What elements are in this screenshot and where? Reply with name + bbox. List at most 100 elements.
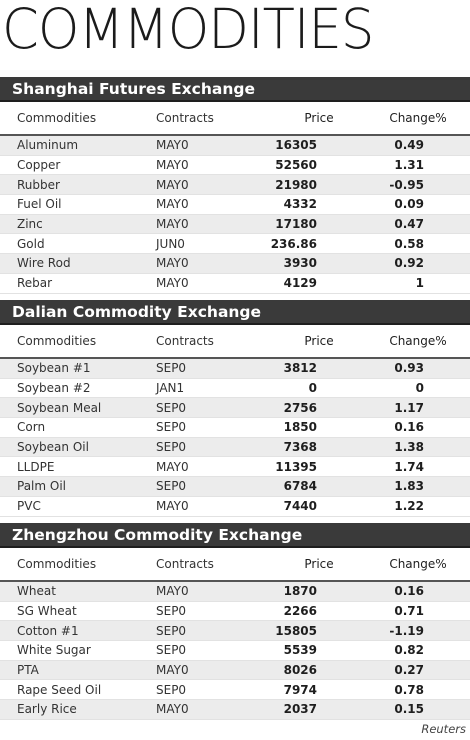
table-row: White Sugar SEP0 5539 0.82	[0, 641, 470, 661]
section-title: Shanghai Futures Exchange	[0, 77, 470, 102]
price-value: 2756	[283, 400, 317, 415]
contract-month: JAN1	[156, 381, 185, 396]
change-column-header: Change%	[389, 111, 447, 125]
commodity-name: Soybean Meal	[17, 400, 102, 415]
price-value: 6784	[283, 479, 317, 494]
table-row: LLDPE MAY0 11395 1.74	[0, 457, 470, 478]
table-row: Aluminum MAY0 16305 0.49	[0, 136, 470, 156]
change-percent: 0.16	[394, 584, 424, 599]
table-row: PVC MAY0 7440 1.22	[0, 497, 470, 517]
price-value: 16305	[275, 138, 317, 153]
commodity-name: Cotton #1	[17, 623, 79, 638]
contract-month: JUN0	[156, 236, 185, 251]
contract-month: MAY0	[156, 459, 189, 474]
commodity-name: SG Wheat	[17, 604, 77, 619]
table-row: PTA MAY0 8026 0.27	[0, 660, 470, 681]
change-percent: 0.16	[394, 420, 424, 435]
contract-column-header: Contracts	[156, 334, 214, 348]
contract-month: SEP0	[156, 643, 187, 658]
contract-month: SEP0	[156, 479, 187, 494]
price-value: 3812	[283, 361, 317, 376]
price-value: 2037	[283, 702, 317, 717]
price-value: 7368	[283, 440, 317, 455]
change-percent: 1.22	[394, 499, 424, 514]
commodity-name: Fuel Oil	[17, 197, 62, 212]
commodity-name: Zinc	[17, 217, 43, 232]
table-row: Zinc MAY0 17180 0.47	[0, 214, 470, 235]
commodity-name: Rubber	[17, 177, 60, 192]
commodity-name: Gold	[17, 236, 45, 251]
contract-month: MAY0	[156, 217, 189, 232]
commodity-name: Early Rice	[17, 702, 77, 717]
commodity-column-header: Commodities	[17, 334, 97, 348]
change-percent: 1.74	[394, 459, 424, 474]
table-row: Palm Oil SEP0 6784 1.83	[0, 477, 470, 497]
commodity-name: Palm Oil	[17, 479, 67, 494]
price-column-header: Price	[304, 334, 334, 348]
table-row: Wheat MAY0 1870 0.16	[0, 582, 470, 602]
table-row: Copper MAY0 52560 1.31	[0, 156, 470, 176]
commodity-name: Aluminum	[17, 138, 79, 153]
change-percent: 0.82	[394, 643, 424, 658]
table-row: Soybean #1 SEP0 3812 0.93	[0, 359, 470, 379]
commodity-name: Soybean #1	[17, 361, 91, 376]
change-percent: 1.31	[394, 158, 424, 173]
change-percent: 1	[415, 276, 424, 291]
contract-month: SEP0	[156, 400, 187, 415]
contract-month: MAY0	[156, 177, 189, 192]
table-row: Soybean Meal SEP0 2756 1.17	[0, 398, 470, 419]
table-row: Wire Rod MAY0 3930 0.92	[0, 254, 470, 274]
table-row: Cotton #1 SEP0 15805 -1.19	[0, 621, 470, 642]
change-percent: 1.38	[394, 440, 424, 455]
commodity-name: White Sugar	[17, 643, 91, 658]
column-header-row: Commodities Contracts Price Change%	[0, 102, 470, 136]
contract-month: SEP0	[156, 682, 187, 697]
commodity-name: Rape Seed Oil	[17, 682, 102, 697]
page-title: COMMODITIES	[2, 0, 374, 61]
commodity-name: Soybean Oil	[17, 440, 89, 455]
column-header-row: Commodities Contracts Price Change%	[0, 325, 470, 359]
price-value: 11395	[275, 459, 317, 474]
commodity-name: Rebar	[17, 276, 53, 291]
table-row: Corn SEP0 1850 0.16	[0, 418, 470, 438]
price-value: 236.86	[270, 236, 317, 251]
contract-month: SEP0	[156, 420, 187, 435]
commodity-name: LLDPE	[17, 459, 55, 474]
commodity-name: Wheat	[17, 584, 56, 599]
price-value: 0	[308, 381, 317, 396]
contract-month: MAY0	[156, 138, 189, 153]
commodity-name: Corn	[17, 420, 46, 435]
change-percent: 0.78	[394, 682, 424, 697]
price-column-header: Price	[304, 111, 334, 125]
price-value: 8026	[283, 663, 317, 678]
change-percent: 0.71	[394, 604, 424, 619]
commodity-name: PVC	[17, 499, 41, 514]
table-row: Early Rice MAY0 2037 0.15	[0, 700, 470, 720]
commodity-column-header: Commodities	[17, 557, 97, 571]
price-value: 4332	[283, 197, 317, 212]
commodity-name: Wire Rod	[17, 256, 71, 271]
contract-month: MAY0	[156, 256, 189, 271]
change-percent: 0	[415, 381, 424, 396]
contract-month: MAY0	[156, 702, 189, 717]
price-value: 4129	[283, 276, 317, 291]
contract-month: SEP0	[156, 604, 187, 619]
change-percent: 1.17	[394, 400, 424, 415]
table-row: Rape Seed Oil SEP0 7974 0.78	[0, 680, 470, 701]
table-row: Gold JUN0 236.86 0.58	[0, 234, 470, 255]
price-value: 1850	[283, 420, 317, 435]
section-dalian: Dalian Commodity Exchange Commodities Cont…	[0, 300, 470, 517]
price-value: 5539	[283, 643, 317, 658]
section-shanghai: Shanghai Futures Exchange Commodities Cont…	[0, 77, 470, 294]
commodity-name: Copper	[17, 158, 61, 173]
change-percent: 0.49	[394, 138, 424, 153]
commodity-name: PTA	[17, 663, 39, 678]
contract-month: MAY0	[156, 197, 189, 212]
change-percent: 0.15	[394, 702, 424, 717]
change-percent: 0.47	[394, 217, 424, 232]
contract-month: SEP0	[156, 361, 187, 376]
source-credit: Reuters	[421, 722, 466, 736]
price-value: 1870	[283, 584, 317, 599]
contract-month: SEP0	[156, 440, 187, 455]
commodity-column-header: Commodities	[17, 111, 97, 125]
